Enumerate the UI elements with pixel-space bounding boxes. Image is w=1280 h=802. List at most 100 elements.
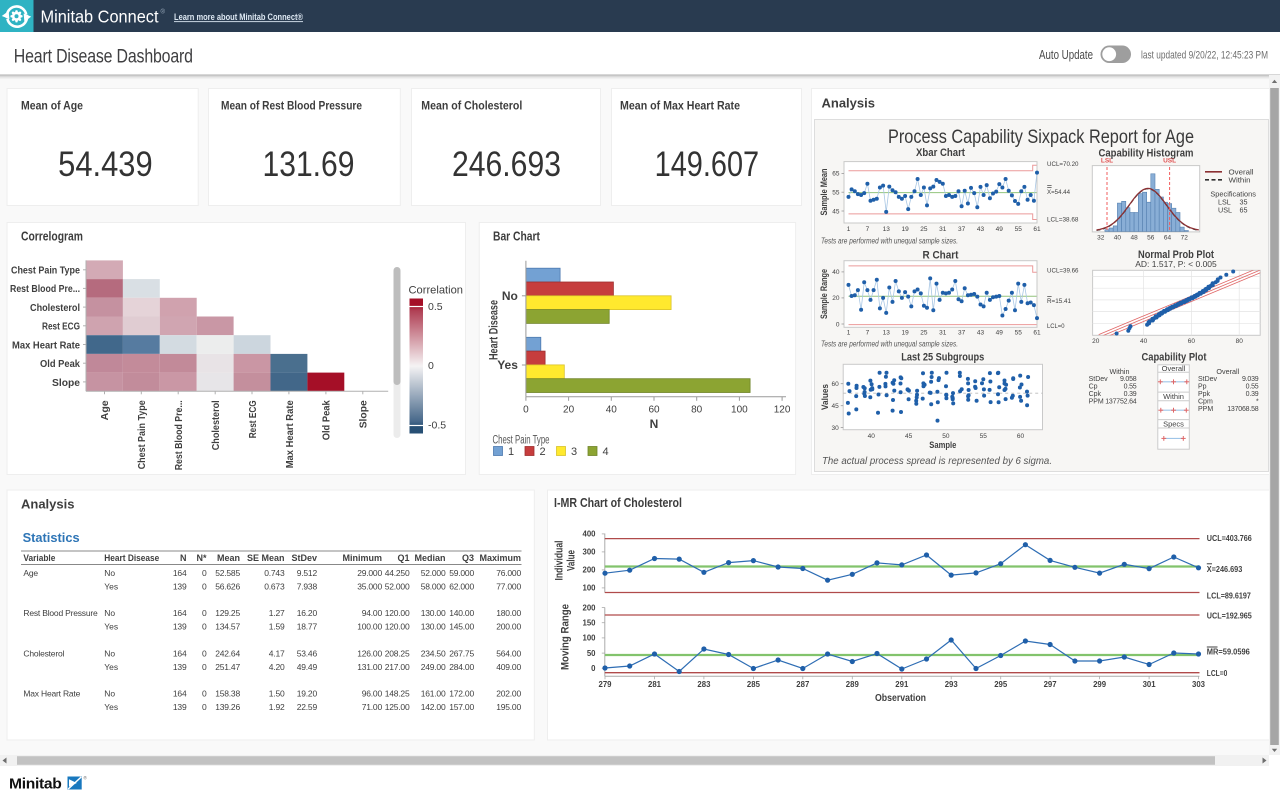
svg-text:UCL=192.965: UCL=192.965	[1207, 612, 1252, 621]
svg-text:UCL=70.20: UCL=70.20	[1047, 161, 1079, 168]
svg-text:®: ®	[84, 775, 88, 781]
svg-text:142.00: 142.00	[421, 702, 446, 712]
svg-text:125.00: 125.00	[385, 702, 410, 712]
svg-text:300: 300	[582, 548, 596, 557]
svg-text:Overall: Overall	[1229, 168, 1254, 177]
svg-text:80: 80	[691, 405, 703, 416]
svg-text:0.55: 0.55	[1246, 384, 1259, 391]
svg-text:Age: Age	[99, 400, 111, 420]
svg-text:50: 50	[942, 433, 950, 440]
svg-text:UCL=39.66: UCL=39.66	[1047, 268, 1079, 275]
svg-text:Normal Prob Plot: Normal Prob Plot	[1138, 249, 1214, 261]
svg-text:139: 139	[173, 582, 187, 592]
svg-text:0: 0	[591, 664, 596, 673]
svg-text:295: 295	[994, 680, 1008, 689]
svg-text:13: 13	[883, 226, 891, 233]
svg-text:Minimum: Minimum	[343, 553, 383, 563]
svg-text:137068.58: 137068.58	[1227, 406, 1259, 413]
svg-text:Chest Pain Type: Chest Pain Type	[493, 435, 550, 447]
svg-text:7: 7	[866, 330, 870, 337]
svg-text:100.00: 100.00	[357, 621, 382, 631]
svg-text:59.000: 59.000	[449, 568, 474, 578]
svg-text:0: 0	[428, 360, 434, 372]
svg-text:Sample Mean: Sample Mean	[819, 168, 830, 215]
svg-text:22.59: 22.59	[297, 702, 318, 712]
svg-text:The actual process spread is r: The actual process spread is represented…	[822, 455, 1052, 467]
svg-text:LCL=38.68: LCL=38.68	[1047, 216, 1079, 223]
svg-text:55: 55	[1015, 226, 1023, 233]
svg-text:7: 7	[866, 226, 870, 233]
svg-text:Mean of Age: Mean of Age	[21, 99, 83, 113]
svg-text:0.39: 0.39	[1124, 391, 1137, 398]
svg-text:94.00: 94.00	[362, 608, 383, 618]
svg-text:55: 55	[832, 190, 840, 197]
svg-text:49.49: 49.49	[297, 662, 318, 672]
svg-text:9.058: 9.058	[1120, 376, 1137, 383]
svg-text:246.693: 246.693	[452, 145, 561, 184]
svg-text:13: 13	[883, 330, 891, 337]
svg-text:54.439: 54.439	[58, 145, 153, 184]
svg-text:Ppk: Ppk	[1198, 391, 1211, 398]
svg-text:45: 45	[832, 208, 840, 215]
svg-text:301: 301	[1143, 680, 1157, 689]
svg-text:Overall: Overall	[1162, 364, 1186, 373]
svg-text:20: 20	[563, 405, 575, 416]
svg-text:Rest ECG: Rest ECG	[247, 400, 259, 438]
svg-text:44.250: 44.250	[385, 568, 410, 578]
svg-text:180.00: 180.00	[496, 608, 521, 618]
svg-text:AD: 1.517, P: < 0.005: AD: 1.517, P: < 0.005	[1135, 259, 1217, 269]
svg-text:64: 64	[1164, 235, 1172, 242]
svg-text:Tests are performed with unequ: Tests are performed with unequal sample …	[821, 339, 958, 349]
svg-text:Xbar Chart: Xbar Chart	[916, 147, 965, 159]
svg-text:Chest Pain Type: Chest Pain Type	[11, 265, 80, 277]
svg-text:No: No	[502, 289, 518, 303]
svg-text:62.000: 62.000	[449, 582, 474, 592]
svg-text:Learn more about Minitab Conne: Learn more about Minitab Connect®	[174, 12, 303, 22]
svg-text:Moving Range: Moving Range	[560, 604, 572, 670]
svg-text:Analysis: Analysis	[21, 497, 74, 512]
svg-text:0: 0	[202, 648, 207, 658]
svg-text:19: 19	[901, 330, 909, 337]
svg-text:StDev: StDev	[1198, 376, 1218, 383]
svg-text:USL: USL	[1218, 206, 1232, 215]
svg-text:0: 0	[202, 582, 207, 592]
svg-text:50: 50	[587, 649, 596, 658]
svg-text:USL: USL	[1163, 158, 1176, 165]
svg-text:49: 49	[996, 226, 1004, 233]
svg-text:9.512: 9.512	[297, 568, 318, 578]
svg-text:Process Capability Sixpack Rep: Process Capability Sixpack Report for Ag…	[888, 126, 1194, 148]
svg-text:Heart Disease: Heart Disease	[104, 553, 159, 563]
svg-text:164: 164	[173, 608, 187, 618]
svg-text:60: 60	[831, 381, 839, 388]
svg-text:Cholesterol: Cholesterol	[210, 400, 222, 450]
svg-text:Old Peak: Old Peak	[40, 358, 80, 370]
svg-text:100: 100	[582, 584, 596, 593]
svg-text:LSL: LSL	[1218, 198, 1231, 207]
svg-text:Rest ECG: Rest ECG	[42, 321, 80, 333]
svg-text:last updated 9/20/22, 12:45:23: last updated 9/20/22, 12:45:23 PM	[1141, 50, 1268, 62]
svg-text:Heart Disease: Heart Disease	[487, 300, 501, 360]
svg-text:149.607: 149.607	[655, 145, 760, 184]
svg-text:N: N	[180, 553, 187, 563]
svg-text:LSL: LSL	[1101, 158, 1113, 165]
svg-text:Max Heart Rate: Max Heart Rate	[12, 339, 80, 351]
svg-text:130.00: 130.00	[421, 608, 446, 618]
svg-text:564.00: 564.00	[496, 648, 521, 658]
svg-text:3: 3	[571, 446, 577, 458]
svg-text:Yes: Yes	[497, 358, 518, 372]
svg-text:1.27: 1.27	[269, 608, 285, 618]
svg-text:285: 285	[747, 680, 761, 689]
svg-text:StDev: StDev	[1089, 376, 1109, 383]
svg-text:303: 303	[1192, 680, 1206, 689]
svg-text:Sample Range: Sample Range	[819, 269, 830, 319]
svg-text:Maximum: Maximum	[479, 553, 521, 563]
svg-text:Value: Value	[566, 550, 578, 571]
svg-text:X=246.693: X=246.693	[1207, 565, 1243, 574]
svg-text:Cpk: Cpk	[1089, 391, 1102, 398]
svg-text:Bar Chart: Bar Chart	[493, 229, 541, 244]
svg-text:148.25: 148.25	[385, 688, 410, 698]
svg-text:R Chart: R Chart	[923, 250, 959, 262]
svg-text:140.00: 140.00	[449, 608, 474, 618]
svg-text:0: 0	[202, 662, 207, 672]
svg-text:No: No	[104, 608, 115, 618]
